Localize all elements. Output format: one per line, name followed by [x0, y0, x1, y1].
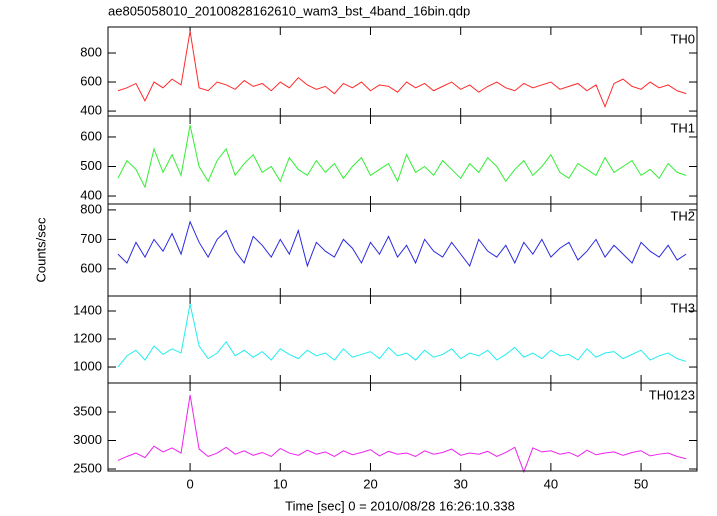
panel-label: TH0123: [649, 387, 695, 402]
y-tick-label: 800: [80, 201, 102, 216]
y-tick-label: 3000: [73, 432, 102, 447]
y-tick-label: 1200: [73, 330, 102, 345]
y-tick-label: 700: [80, 231, 102, 246]
y-tick-label: 400: [80, 187, 102, 202]
y-tick-label: 500: [80, 158, 102, 173]
y-tick-label: 600: [80, 260, 102, 275]
panel-frame: [107, 115, 698, 205]
y-tick-label: 1400: [73, 302, 102, 317]
y-tick-label: 600: [80, 73, 102, 88]
panel-label: TH2: [670, 208, 695, 223]
x-tick-label: 30: [453, 476, 467, 491]
x-tick-label: 20: [363, 476, 377, 491]
y-axis-label: Counts/sec: [33, 217, 48, 283]
panel-label: TH3: [670, 300, 695, 315]
y-tick-label: 2500: [73, 460, 102, 475]
light-curve: [117, 31, 687, 109]
panel-label: TH1: [670, 120, 695, 135]
y-tick-label: 400: [80, 103, 102, 118]
panel-frame: [107, 295, 698, 384]
light-curve: [117, 125, 687, 189]
panel-frame: [107, 382, 698, 472]
x-tick-label: 40: [544, 476, 558, 491]
light-curve: [117, 303, 687, 368]
x-tick-label: 0: [186, 476, 193, 491]
panel-label: TH0: [670, 31, 695, 46]
y-tick-label: 600: [80, 128, 102, 143]
x-tick-label: 10: [273, 476, 287, 491]
light-curve: [117, 220, 687, 268]
chart-title: ae805058010_20100828162610_wam3_bst_4ban…: [108, 3, 470, 18]
light-curve: [117, 394, 687, 474]
y-tick-label: 3500: [73, 403, 102, 418]
x-tick-label: 50: [634, 476, 648, 491]
y-tick-label: 1000: [73, 358, 102, 373]
y-tick-label: 800: [80, 44, 102, 59]
x-axis-label: Time [sec] 0 = 2010/08/28 16:26:10.338: [285, 498, 515, 513]
